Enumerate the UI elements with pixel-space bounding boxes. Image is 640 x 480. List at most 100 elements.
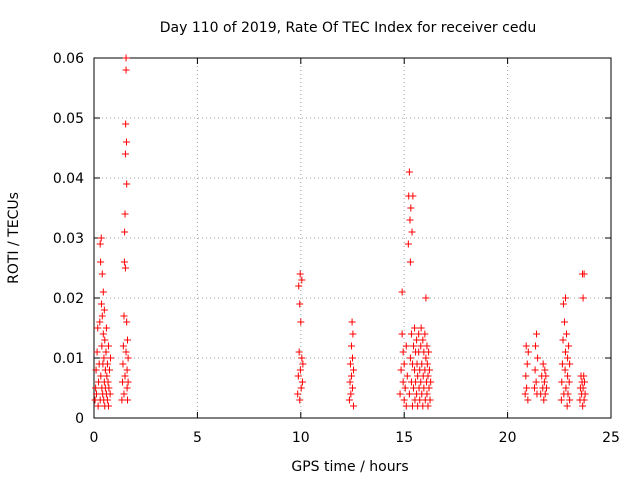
data-point	[411, 324, 419, 332]
data-point	[98, 342, 106, 350]
data-point	[298, 276, 306, 284]
data-point	[123, 180, 131, 188]
data-point	[561, 366, 569, 374]
data-point	[103, 360, 111, 368]
data-point	[99, 330, 107, 338]
data-point	[124, 396, 132, 404]
data-point	[422, 294, 430, 302]
y-tick-label: 0	[75, 411, 84, 427]
data-point	[564, 372, 572, 380]
data-point	[530, 384, 538, 392]
data-point	[92, 384, 100, 392]
data-point	[581, 378, 589, 386]
data-point	[565, 342, 573, 350]
data-point	[580, 270, 588, 278]
data-point	[124, 336, 132, 344]
data-point	[566, 396, 574, 404]
data-point	[349, 384, 356, 392]
data-point	[99, 288, 107, 296]
data-point	[579, 384, 587, 392]
data-point	[295, 282, 303, 290]
data-point	[521, 390, 529, 398]
data-point	[94, 402, 102, 410]
y-tick-labels: 0 0.01 0.02 0.03 0.04 0.05 0.06	[53, 51, 84, 427]
data-point	[347, 390, 355, 398]
data-point	[406, 216, 414, 224]
data-point	[101, 336, 109, 344]
data-point	[107, 354, 115, 362]
data-point	[406, 258, 414, 266]
data-point	[423, 390, 431, 398]
data-point	[399, 348, 407, 356]
data-point	[97, 234, 105, 242]
data-point	[96, 240, 104, 248]
data-point	[345, 396, 353, 404]
data-point	[92, 390, 100, 398]
data-point	[97, 372, 105, 380]
y-tick-label: 0.03	[53, 231, 84, 247]
data-point	[542, 384, 550, 392]
data-point	[580, 396, 588, 404]
data-point	[557, 396, 565, 404]
data-point	[98, 270, 106, 278]
data-point	[563, 402, 571, 410]
data-point	[120, 390, 128, 398]
data-point	[524, 348, 532, 356]
data-point	[97, 300, 105, 308]
data-point	[123, 366, 131, 374]
data-point	[542, 372, 550, 380]
data-point	[350, 366, 358, 374]
data-point	[534, 354, 542, 362]
data-point	[105, 384, 113, 392]
data-point	[579, 402, 587, 410]
data-point	[299, 360, 307, 368]
data-point	[408, 228, 416, 236]
data-point	[565, 378, 573, 386]
data-point	[104, 402, 112, 410]
data-point	[558, 360, 566, 368]
data-point	[564, 390, 572, 398]
data-point	[540, 378, 548, 386]
data-point	[419, 336, 427, 344]
data-point	[93, 348, 101, 356]
data-point	[522, 342, 530, 350]
data-point	[124, 378, 132, 386]
data-point	[104, 342, 112, 350]
x-tick-label: 10	[292, 430, 310, 446]
data-point	[415, 330, 423, 338]
data-point	[426, 396, 434, 404]
data-point	[424, 402, 432, 410]
y-tick-label: 0.02	[53, 291, 84, 307]
data-point	[402, 402, 410, 410]
data-point	[119, 360, 127, 368]
x-tick-label: 20	[499, 430, 517, 446]
data-point	[399, 378, 407, 386]
data-point	[122, 120, 130, 128]
data-point	[297, 384, 305, 392]
data-point	[523, 384, 531, 392]
data-point	[102, 348, 110, 356]
data-point	[406, 354, 414, 362]
data-point	[346, 378, 354, 386]
data-point	[540, 396, 548, 404]
data-point	[347, 372, 355, 380]
data-point	[579, 294, 587, 302]
data-point	[410, 342, 418, 350]
data-point	[120, 312, 128, 320]
data-point	[296, 366, 304, 374]
data-point	[122, 54, 130, 62]
data-point	[92, 366, 100, 374]
data-point	[124, 354, 132, 362]
data-point	[121, 210, 129, 218]
data-point	[423, 342, 431, 350]
data-point	[559, 336, 567, 344]
data-point	[559, 300, 567, 308]
data-point	[295, 348, 303, 356]
data-point	[396, 390, 404, 398]
axis-ticks	[93, 57, 612, 419]
data-point	[558, 378, 566, 386]
data-point	[423, 360, 431, 368]
data-point	[532, 342, 540, 350]
data-point	[581, 390, 589, 398]
data-point	[421, 330, 429, 338]
